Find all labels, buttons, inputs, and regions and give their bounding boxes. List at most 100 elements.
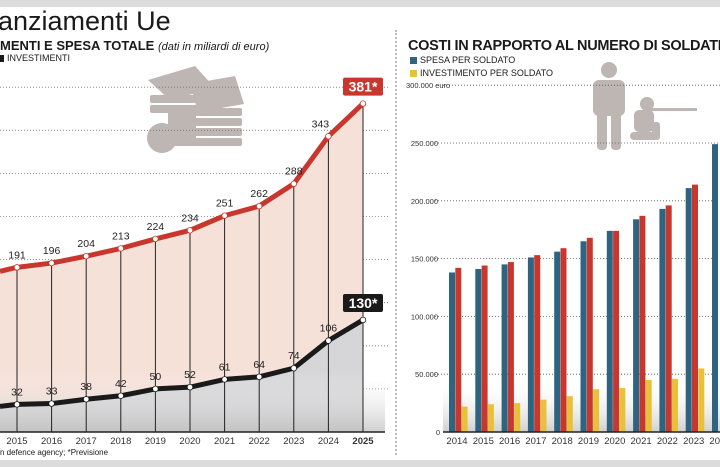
x-tick-label: 2023 — [683, 436, 704, 447]
data-label: 251 — [216, 198, 234, 210]
x-tick-label: 2018 — [110, 436, 131, 447]
top-band — [0, 0, 720, 7]
data-point — [359, 100, 367, 107]
bar — [639, 215, 646, 432]
data-point — [13, 401, 21, 408]
right-chart-title: COSTI IN RAPPORTO AL NUMERO DI SOLDATI E… — [408, 38, 720, 54]
source-note: n defence agency; *Previsione — [0, 448, 109, 457]
data-point — [256, 202, 263, 210]
data-label: 381* — [349, 79, 378, 95]
legend-label: SPESA PER SOLDATO — [420, 55, 516, 65]
legend-swatch-black — [0, 54, 4, 62]
money-stack-icon — [147, 66, 244, 153]
x-tick-label: 2016 — [499, 436, 520, 447]
x-tick-label: 2023 — [283, 436, 304, 447]
data-label: 61 — [219, 361, 231, 373]
y-tick-label: 250.000 — [411, 139, 438, 148]
data-label: 130* — [349, 295, 378, 311]
data-point — [325, 337, 332, 344]
bar — [461, 406, 468, 432]
legend-swatch-blue — [410, 56, 417, 64]
bottom-band — [0, 460, 720, 467]
data-label: 50 — [150, 371, 162, 383]
data-point — [290, 365, 297, 372]
bar — [613, 230, 620, 432]
x-tick-label: 2022 — [657, 436, 678, 447]
bar — [475, 269, 482, 432]
legend-swatch-yellow — [410, 69, 417, 77]
data-label: 64 — [253, 359, 265, 371]
data-label: 191 — [8, 249, 26, 261]
data-point — [152, 385, 159, 393]
data-point — [221, 376, 228, 383]
bar — [580, 241, 587, 432]
bar — [692, 184, 698, 432]
bar — [449, 272, 455, 432]
data-point — [186, 383, 194, 391]
data-label: 288 — [285, 166, 303, 178]
data-point — [82, 396, 90, 403]
bar — [665, 205, 672, 432]
data-label: 74 — [288, 350, 300, 362]
data-label: 234 — [181, 212, 199, 224]
data-label: 204 — [77, 238, 95, 250]
x-tick-label: 2019 — [578, 436, 599, 447]
data-point — [221, 212, 228, 219]
bar — [685, 188, 692, 432]
data-point — [117, 245, 124, 252]
x-tick-label: 2018 — [552, 436, 573, 447]
y-tick-label: 200.000 — [411, 197, 438, 206]
soldier-icon — [593, 62, 697, 150]
data-point — [82, 252, 90, 260]
x-tick-label: 2020 — [179, 436, 200, 447]
x-tick-label: 2020 — [604, 436, 625, 447]
data-point — [290, 180, 297, 187]
x-tick-label: 2024 — [709, 436, 720, 447]
y-tick-label: 300.000 euro — [406, 81, 450, 90]
data-label: 38 — [80, 381, 92, 393]
label-badge — [343, 77, 383, 96]
data-point — [152, 235, 159, 243]
y-tick-label: 50.000 — [415, 370, 438, 379]
panel-separator — [395, 30, 397, 455]
bar — [566, 396, 573, 432]
legend-label: INVESTIMENTO PER SOLDATO — [420, 68, 554, 78]
total-line — [0, 101, 365, 274]
label-badge — [343, 293, 383, 312]
data-point — [359, 316, 367, 324]
bar — [487, 404, 494, 432]
bar — [645, 379, 652, 432]
bar — [560, 248, 567, 432]
bar — [712, 144, 718, 432]
legend-spesa: SPESA PER SOLDATO — [410, 55, 515, 65]
data-label: 213 — [112, 230, 130, 242]
bar — [593, 389, 600, 432]
data-label: 33 — [46, 386, 58, 398]
bar — [481, 265, 488, 432]
y-tick-label: 100.000 — [411, 312, 438, 321]
data-point — [48, 400, 55, 407]
data-point — [48, 259, 55, 267]
bar — [606, 230, 613, 432]
data-point — [117, 392, 124, 399]
legend-label: INVESTIMENTI — [7, 53, 71, 63]
x-tick-label: 2021 — [631, 436, 652, 447]
subtitle-text: MENTI E SPESA TOTALE — [0, 38, 155, 53]
y-tick-label: 0 — [436, 428, 440, 437]
x-tick-label: 2017 — [525, 436, 546, 447]
data-point — [13, 264, 21, 271]
data-label: 106 — [320, 323, 338, 335]
x-tick-label: 2022 — [249, 436, 270, 447]
data-label: 262 — [250, 188, 268, 200]
data-label: 52 — [184, 369, 196, 381]
data-label: 224 — [147, 221, 165, 233]
bar — [619, 388, 626, 432]
subtitle-note: (dati in miliardi di euro) — [157, 41, 270, 53]
legend-investimento: INVESTIMENTO PER SOLDATO — [410, 68, 553, 78]
data-label: 343 — [312, 118, 330, 130]
bar — [554, 251, 561, 432]
x-tick-label: 2015 — [473, 436, 494, 447]
total-area — [0, 103, 363, 432]
x-tick-label: 2016 — [41, 436, 62, 447]
